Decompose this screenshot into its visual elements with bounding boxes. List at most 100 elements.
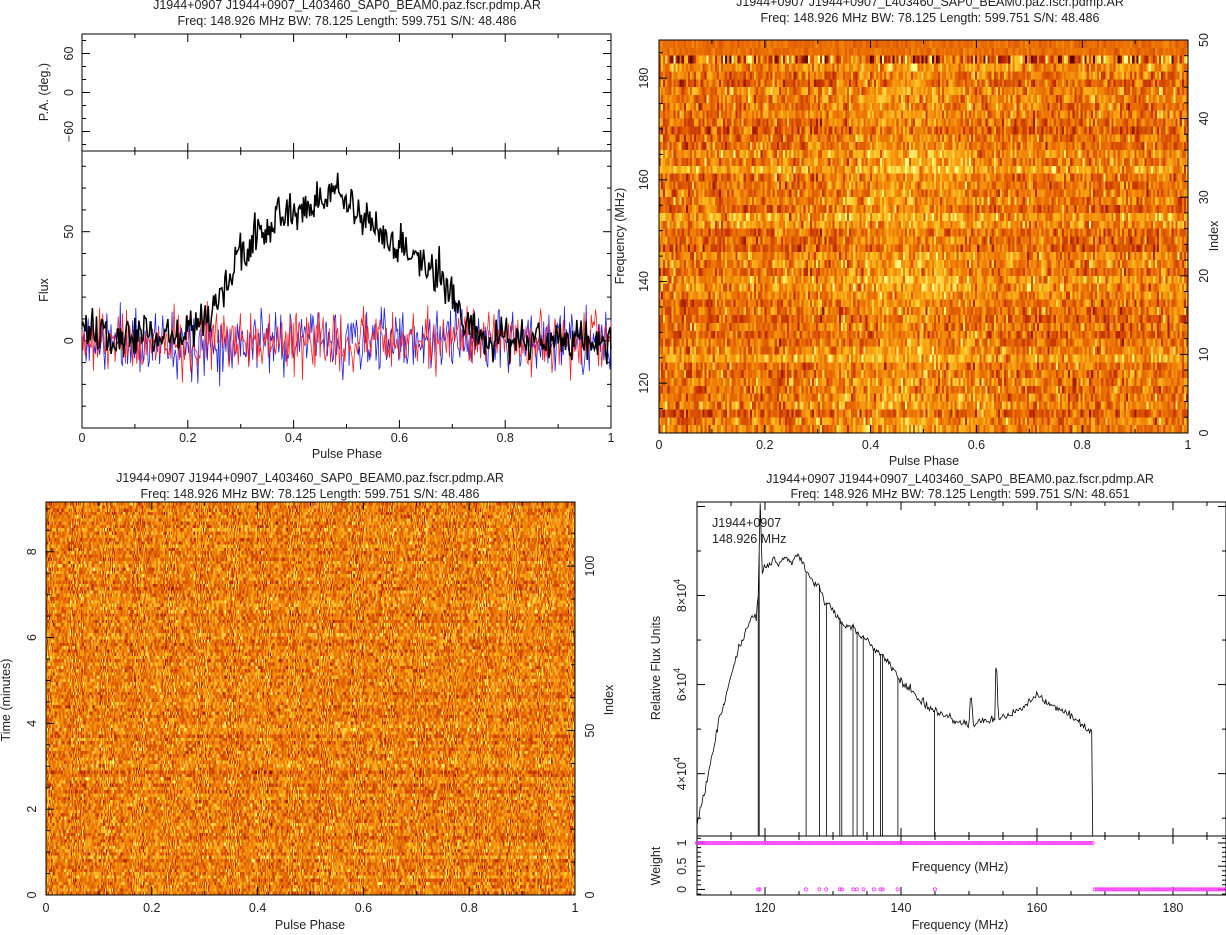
weight-point (723, 841, 728, 846)
fp-freq-y-tick-label: 160 (637, 169, 651, 190)
wt-x-tick-label: 180 (1163, 901, 1184, 915)
weight-point (792, 841, 797, 846)
weight-point (1141, 887, 1146, 892)
weight-point (1100, 887, 1105, 892)
bp-y-tick-label: 6×104 (672, 668, 689, 701)
weight-point (825, 841, 830, 846)
weight-point (758, 841, 763, 846)
weight-point-zapped (878, 887, 883, 892)
fp-index-y-tick-label: 40 (1197, 112, 1211, 126)
weight-point (1047, 841, 1052, 846)
wt-x-tick-label: 120 (755, 901, 776, 915)
weight-point (878, 841, 883, 846)
weight-point (1205, 887, 1210, 892)
weight-point-zapped (895, 887, 900, 892)
fp-x-tick-label: 1 (1185, 438, 1192, 452)
weight-point (986, 841, 991, 846)
weight-point (1041, 841, 1046, 846)
weight-point (752, 841, 757, 846)
flux-axis-label: Flux (37, 277, 51, 301)
frequency-phase-heatmap (659, 40, 1188, 433)
weight-point (917, 841, 922, 846)
bp-annotation-freq: 148.926 MHz (712, 532, 786, 546)
tp-time-y-tick-label: 0 (25, 891, 39, 898)
tp-x-tick-label: 0 (43, 901, 50, 915)
weight-point (888, 841, 893, 846)
weight-point (848, 841, 853, 846)
weight-point (750, 841, 755, 846)
weight-point (1219, 887, 1224, 892)
weight-point (1186, 887, 1191, 892)
fp-index-y-tick-label: 20 (1197, 269, 1211, 283)
weight-point (1054, 841, 1059, 846)
panel1-subtitle: Freq: 148.926 MHz BW: 78.125 Length: 599… (178, 14, 517, 28)
weight-point (1156, 887, 1161, 892)
weight-point (935, 841, 940, 846)
weight-point (795, 841, 800, 846)
fp-x-tick-label: 0.2 (756, 438, 773, 452)
weight-point (1086, 841, 1091, 846)
weight-point (1027, 841, 1032, 846)
weight-point (1098, 887, 1103, 892)
weight-point (762, 841, 767, 846)
weight-point (782, 841, 787, 846)
weight-point (811, 841, 816, 846)
weight-point (1062, 841, 1067, 846)
weight-point (835, 841, 840, 846)
weight-point (1103, 887, 1108, 892)
weight-point (992, 841, 997, 846)
weight-point (1084, 841, 1089, 846)
pa-y-tick-label: 0 (62, 89, 76, 96)
weight-point (1039, 841, 1044, 846)
weight-point (1072, 841, 1077, 846)
weight-point (1105, 887, 1110, 892)
weight-point (854, 841, 859, 846)
weight-point (778, 841, 783, 846)
flux-y-tick-label: 0 (62, 337, 76, 344)
weight-point (1023, 841, 1028, 846)
weight-point (823, 841, 828, 846)
weight-axis-label: Weight (649, 846, 663, 885)
weight-point (1021, 841, 1026, 846)
weight-point-zapped (803, 887, 808, 892)
weight-point (899, 841, 904, 846)
fp-index-y-tick-label: 50 (1197, 33, 1211, 47)
panel2-x-axis-label: Pulse Phase (889, 454, 959, 468)
weight-point (764, 841, 769, 846)
weight-point (786, 841, 791, 846)
tp-x-tick-label: 0.8 (461, 901, 478, 915)
weight-point (947, 841, 952, 846)
weight-point (996, 841, 1001, 846)
weight-point (1158, 887, 1163, 892)
bp-inner-x-axis-label: Frequency (MHz) (912, 860, 1009, 874)
weight-point (1196, 887, 1201, 892)
weight-point (1139, 887, 1144, 892)
weight-point (815, 841, 820, 846)
weight-point (954, 841, 959, 846)
weight-point (1172, 887, 1177, 892)
weight-point-zapped (871, 887, 876, 892)
weight-point (845, 841, 850, 846)
weight-point (903, 841, 908, 846)
weight-point (994, 841, 999, 846)
weight-point (978, 841, 983, 846)
fp-x-tick-label: 0.6 (968, 438, 985, 452)
weight-point (768, 841, 773, 846)
weight-point (697, 841, 702, 846)
weight-point-zapped (757, 887, 762, 892)
weight-point (803, 841, 808, 846)
weight-point (731, 841, 736, 846)
weight-point (974, 841, 979, 846)
weight-point (984, 841, 989, 846)
weight-point (1080, 841, 1085, 846)
weight-point (1005, 841, 1010, 846)
fp-x-tick-label: 0.8 (1074, 438, 1091, 452)
flux-y-tick-label: 50 (62, 225, 76, 239)
weight-point (1200, 887, 1205, 892)
weight-point (882, 841, 887, 846)
weight-point (813, 841, 818, 846)
weight-point-zapped (817, 887, 822, 892)
weight-point (1060, 841, 1065, 846)
weight-point (780, 841, 785, 846)
weight-point (968, 841, 973, 846)
